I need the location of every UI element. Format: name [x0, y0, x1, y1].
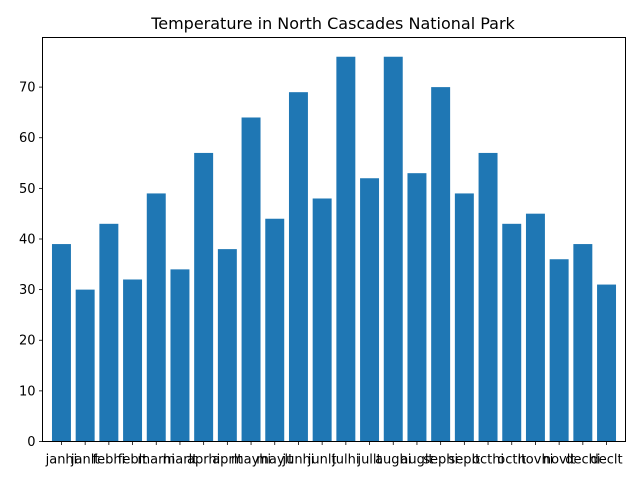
- bar-sephi: [431, 87, 451, 442]
- bar-mayhi: [241, 117, 261, 442]
- x-tick-label: junhi: [281, 453, 314, 468]
- x-tick-label: jullt: [356, 453, 381, 468]
- bar-novhi: [525, 213, 545, 442]
- bar-marhi: [146, 193, 166, 442]
- x-tick-label: marlt: [163, 453, 198, 468]
- y-tick-label: 30: [19, 283, 36, 298]
- x-axis-ticks: janhijanltfebhifebltmarhimarltaprhiaprlt…: [45, 441, 623, 468]
- bar-feblt: [123, 279, 143, 442]
- x-tick-label: maylt: [256, 453, 293, 468]
- bar-jullt: [360, 178, 380, 442]
- y-tick-label: 50: [19, 182, 36, 197]
- bar-aprlt: [217, 249, 237, 442]
- y-tick-label: 10: [19, 384, 36, 399]
- x-tick-label: julhi: [331, 453, 359, 468]
- x-tick-label: marhi: [137, 453, 175, 468]
- x-tick-label: octhi: [472, 453, 504, 468]
- bar-seplt: [454, 193, 474, 442]
- bar-junlt: [312, 198, 332, 442]
- chart-title: Temperature in North Cascades National P…: [150, 14, 515, 33]
- x-tick-label: dechi: [565, 453, 600, 468]
- bar-declt: [597, 284, 617, 442]
- bar-dechi: [573, 244, 593, 442]
- bar-maylt: [265, 218, 285, 442]
- x-tick-label: novlt: [543, 453, 576, 468]
- bar-janhi: [51, 244, 71, 442]
- bars-group: [51, 56, 617, 442]
- bar-aprhi: [194, 152, 214, 442]
- y-axis-ticks: 0 10 20 30 40 50 60 70: [19, 81, 43, 450]
- y-tick-label: 20: [19, 334, 36, 349]
- y-tick-label: 40: [19, 232, 36, 247]
- x-tick-label: octlt: [497, 453, 526, 468]
- x-tick-label: novhi: [518, 453, 554, 468]
- bar-julhi: [336, 56, 356, 442]
- bar-octlt: [502, 223, 522, 442]
- x-tick-label: aughi: [375, 453, 411, 468]
- bar-marlt: [170, 269, 190, 442]
- x-tick-label: mayhi: [231, 453, 271, 468]
- x-tick-label: febhi: [93, 453, 126, 468]
- bar-febhi: [99, 223, 119, 442]
- x-tick-label: feblt: [118, 453, 148, 468]
- y-tick-label: 70: [19, 81, 36, 96]
- x-tick-label: junlt: [307, 453, 337, 468]
- x-tick-label: janlt: [70, 453, 100, 468]
- x-tick-label: aprhi: [187, 453, 220, 468]
- x-tick-label: declt: [590, 453, 622, 468]
- y-tick-label: 0: [27, 435, 35, 450]
- x-tick-label: auglt: [400, 453, 433, 468]
- x-tick-label: sephi: [423, 453, 458, 468]
- x-tick-label: aprlt: [212, 453, 242, 468]
- bar-janlt: [75, 289, 95, 442]
- bar-novlt: [549, 259, 569, 442]
- bar-aughi: [383, 56, 403, 442]
- x-tick-label: seplt: [448, 453, 480, 468]
- plot-frame: [42, 37, 626, 442]
- bar-junhi: [288, 92, 308, 442]
- bar-auglt: [407, 173, 427, 442]
- bar-octhi: [478, 152, 498, 442]
- x-tick-label: janhi: [45, 453, 78, 468]
- y-tick-label: 60: [19, 131, 36, 146]
